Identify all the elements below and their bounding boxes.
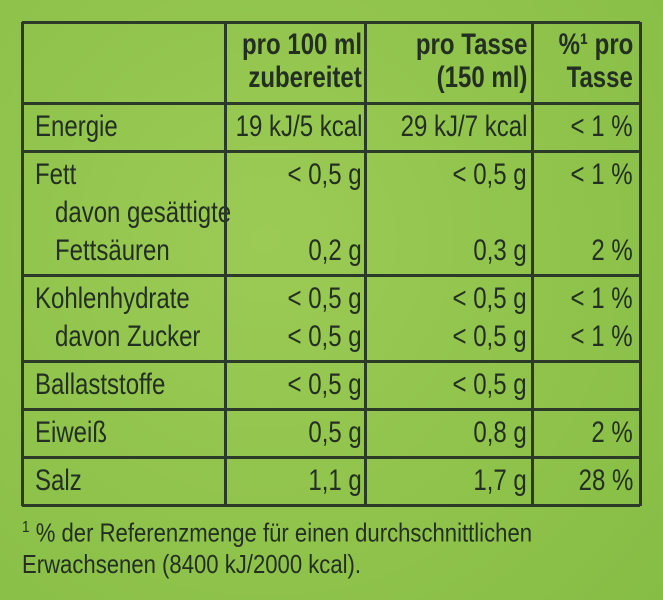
nutrient-label: davon Zucker xyxy=(55,320,201,353)
nutrient-value: 2 % xyxy=(591,234,633,267)
column-line xyxy=(531,22,534,506)
header-text: Tasse xyxy=(566,61,633,94)
nutrient-label: Salz xyxy=(35,464,82,497)
header-text: zubereitet xyxy=(248,61,362,94)
footnote: Erwachsenen (8400 kJ/2000 kcal). xyxy=(22,549,361,579)
header-text: %¹ pro xyxy=(558,28,633,61)
row-line xyxy=(22,504,640,507)
nutrient-label: Eiweiß xyxy=(35,416,108,449)
column-line xyxy=(364,22,367,506)
nutrient-label: davon gesättigte xyxy=(55,196,232,229)
column-line xyxy=(224,22,227,506)
row-line xyxy=(22,102,640,105)
nutrient-value: < 1 % xyxy=(570,320,633,353)
nutrient-value: < 0,5 g xyxy=(287,368,362,401)
nutrient-value: 29 kJ/7 kcal xyxy=(400,110,527,143)
column-line xyxy=(639,22,642,506)
footnote: 1 % der Referenzmenge für einen durchsch… xyxy=(22,513,532,548)
nutrient-value: 0,2 g xyxy=(308,234,362,267)
row-line xyxy=(22,456,640,459)
nutrient-value: 2 % xyxy=(591,416,633,449)
nutrient-value: < 0,5 g xyxy=(287,320,362,353)
nutrient-value: < 1 % xyxy=(570,110,633,143)
nutrient-value: < 0,5 g xyxy=(287,158,362,191)
row-line xyxy=(22,150,640,153)
row-line xyxy=(22,408,640,411)
nutrient-value: 1,7 g xyxy=(473,464,527,497)
row-line xyxy=(22,21,640,24)
nutrient-value: < 0,5 g xyxy=(452,282,527,315)
header-text: pro 100 ml xyxy=(241,28,362,61)
nutrient-label: Kohlenhydrate xyxy=(35,282,190,315)
footnote-mark: 1 xyxy=(22,519,30,536)
row-line xyxy=(22,360,640,363)
nutrient-label: Energie xyxy=(35,110,118,143)
nutrient-value: 28 % xyxy=(578,464,633,497)
header-text: pro Tasse xyxy=(415,28,527,61)
row-line xyxy=(22,274,640,277)
nutrient-value: 0,3 g xyxy=(473,234,527,267)
nutrient-value: 0,8 g xyxy=(473,416,527,449)
footnote-text: % der Referenzmenge für einen durchschni… xyxy=(35,517,533,548)
nutrient-value: < 0,5 g xyxy=(452,368,527,401)
nutrient-value: < 1 % xyxy=(570,282,633,315)
nutrient-value: < 0,5 g xyxy=(452,320,527,353)
nutrient-value: < 0,5 g xyxy=(452,158,527,191)
nutrient-value: < 1 % xyxy=(570,158,633,191)
column-line xyxy=(21,22,24,506)
nutrient-label: Ballaststoffe xyxy=(35,368,166,401)
nutrient-value: 19 kJ/5 kcal xyxy=(235,110,362,143)
nutrient-value: 1,1 g xyxy=(308,464,362,497)
nutrient-label: Fettsäuren xyxy=(55,234,170,267)
footnote-text: Erwachsenen (8400 kJ/2000 kcal). xyxy=(22,549,362,579)
nutrient-value: 0,5 g xyxy=(308,416,362,449)
header-text: (150 ml) xyxy=(436,61,527,94)
nutrient-label: Fett xyxy=(35,158,77,191)
nutrient-value: < 0,5 g xyxy=(287,282,362,315)
